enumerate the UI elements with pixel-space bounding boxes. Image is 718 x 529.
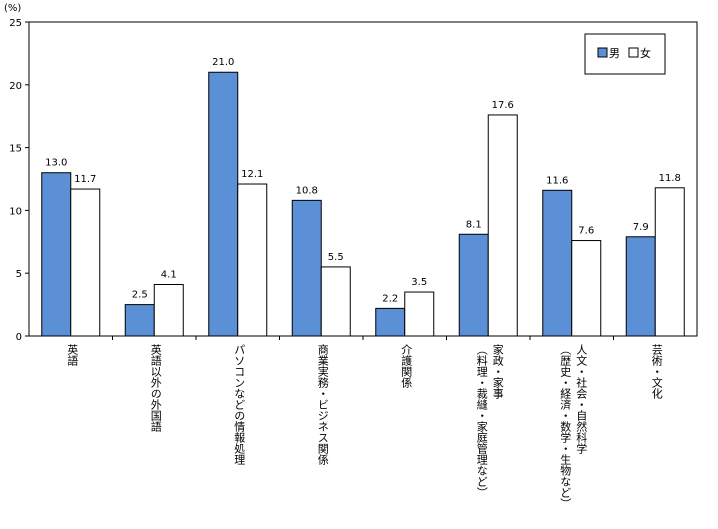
category-label: （歴史・経済・数学・生物など）: [558, 344, 572, 509]
value-label-female: 3.5: [411, 277, 427, 288]
legend-label-male: 男: [609, 47, 620, 60]
legend-label-female: 女: [640, 46, 651, 60]
category-label: 家政・家事: [491, 344, 505, 399]
value-label-male: 13.0: [45, 158, 67, 169]
legend-swatch-female: [628, 47, 639, 58]
bar-female: [487, 114, 518, 337]
legend-swatch-male: [597, 47, 608, 58]
category-label: パソコンなどの情報処理: [232, 344, 246, 465]
y-tick-label: 25: [9, 18, 22, 29]
bar-male: [124, 304, 155, 337]
y-tick-label: 15: [9, 144, 22, 155]
bar-male: [625, 236, 656, 337]
category-label: 芸術・文化: [650, 344, 664, 399]
value-label-male: 2.5: [132, 290, 148, 301]
bar-female: [654, 187, 685, 337]
value-label-male: 10.8: [296, 185, 318, 196]
value-label-male: 2.2: [382, 293, 398, 304]
y-tick-label: 0: [16, 332, 22, 343]
bar-male: [41, 172, 72, 337]
bar-female: [320, 266, 351, 337]
bar-male: [208, 71, 239, 337]
value-label-male: 8.1: [466, 219, 482, 230]
value-label-female: 7.6: [578, 226, 594, 237]
legend-box: [584, 33, 666, 75]
value-label-female: 4.1: [161, 270, 177, 281]
value-label-male: 7.9: [633, 222, 649, 233]
value-label-female: 5.5: [328, 252, 344, 263]
value-label-male: 21.0: [212, 57, 234, 68]
y-tick-label: 20: [9, 81, 22, 92]
bars: [41, 71, 685, 337]
value-label-female: 12.1: [241, 169, 263, 180]
y-tick-label: 5: [16, 269, 22, 280]
value-labels: 13.0 11.7 2.5 4.1 21.0 12.1 10.8 5.5 2.2 3.5 8.1 17…: [45, 57, 681, 304]
category-label: 商業実務・ビジネス関係: [316, 344, 330, 465]
bar-female: [571, 240, 602, 337]
category-label: 人文・社会・自然科学: [574, 344, 588, 454]
bar-female: [70, 188, 101, 337]
bar-female: [237, 183, 268, 337]
category-label: 介護関係: [399, 344, 413, 388]
bar-male: [291, 199, 322, 337]
axes: 0 5 10 15 20 25: [9, 18, 698, 343]
y-tick-label: 10: [9, 206, 22, 217]
category-label: 英語: [65, 344, 79, 366]
category-label: （料理・裁縫・家庭管理など）: [475, 344, 489, 498]
bar-female: [153, 284, 184, 337]
category-label: 英語以外の外国語: [149, 344, 163, 432]
bar-male: [542, 189, 573, 337]
y-axis-unit-label: (%): [4, 3, 21, 14]
value-label-male: 11.6: [546, 175, 568, 186]
value-label-female: 11.8: [659, 173, 681, 184]
legend: 男 女: [584, 33, 666, 75]
bar-male: [375, 307, 406, 337]
value-label-female: 11.7: [74, 174, 96, 185]
bar-female: [404, 291, 435, 337]
bar-male: [458, 233, 489, 337]
value-label-female: 17.6: [492, 100, 514, 111]
